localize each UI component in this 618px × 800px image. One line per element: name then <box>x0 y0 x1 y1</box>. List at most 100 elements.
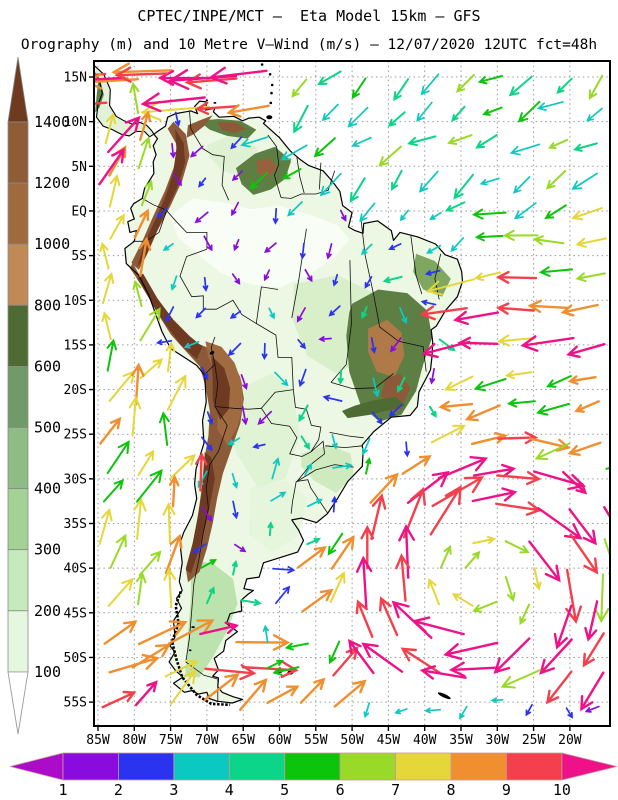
terrain-patch <box>131 121 190 270</box>
border-line <box>360 218 381 328</box>
wind-arrow <box>167 69 238 90</box>
chart-subtitle: Orography (m) and 10 Metre V–Wind (m/s) … <box>20 37 598 53</box>
wind-arrow <box>166 374 187 411</box>
wind-arrow <box>495 302 535 315</box>
terrain-patch <box>217 121 247 134</box>
wind-arrow <box>206 411 214 426</box>
wind-arrow <box>425 278 475 296</box>
lat-tick-label: 35S <box>64 517 87 532</box>
wind-arrow <box>401 455 432 475</box>
wind-arrow <box>490 697 504 704</box>
lon-tick-label: 70W <box>195 733 219 748</box>
island-antilles-4 <box>268 73 272 76</box>
wind-arrow <box>231 273 241 285</box>
wind-arrow <box>170 669 197 706</box>
border-line <box>204 336 216 375</box>
wind-arrow <box>545 670 573 705</box>
wind-arrow <box>400 647 441 674</box>
border-line <box>296 157 305 194</box>
wind-arrow <box>267 521 274 537</box>
lat-tick-label: 55S <box>64 696 87 711</box>
wind-arrow <box>165 306 175 323</box>
wind-arrow <box>477 75 503 85</box>
terrain-patch <box>170 198 350 288</box>
wind-arrow <box>457 336 499 350</box>
wind-arrow <box>304 462 312 476</box>
wind-arrow <box>275 585 291 605</box>
elevation-colorbar-segment <box>7 610 29 673</box>
wind-arrow <box>404 441 410 458</box>
wind-arrow <box>504 370 533 380</box>
wind-arrow <box>174 111 181 127</box>
wind-arrow <box>427 577 440 606</box>
wind-arrow <box>474 271 501 282</box>
wind-arrow <box>227 437 241 445</box>
wind-arrow <box>544 204 567 220</box>
wind-arrow <box>299 242 306 260</box>
wind-arrow <box>114 66 169 83</box>
wind-arrow <box>206 586 215 605</box>
wind-arrow <box>326 243 333 260</box>
wind-arrow <box>162 242 174 252</box>
wind-arrow <box>547 138 569 149</box>
wind-colorbar-segment <box>450 752 507 781</box>
wind-arrow <box>137 620 188 646</box>
wind-arrow <box>496 471 542 486</box>
elevation-colorbar-segment <box>7 121 29 184</box>
wind-arrow <box>351 77 367 100</box>
wind-arrow <box>296 307 306 323</box>
wind-arrow <box>399 306 408 325</box>
wind-arrow <box>347 106 369 128</box>
wind-arrow <box>430 424 466 444</box>
wind-arrow <box>108 653 160 674</box>
wind-arrow <box>162 502 176 545</box>
wind-arrow <box>329 571 346 603</box>
wind-arrow <box>455 74 475 93</box>
wind-arrow <box>98 147 125 186</box>
wind-arrow <box>603 506 609 518</box>
border-line <box>325 445 363 449</box>
wind-arrow <box>424 707 442 714</box>
wind-arrow <box>538 266 573 277</box>
wind-arrow <box>337 369 344 385</box>
wind-arrow <box>103 620 138 645</box>
wind-arrow <box>568 508 597 546</box>
wind-arrow <box>517 100 541 123</box>
country-borders <box>132 111 442 703</box>
wind-arrow <box>135 571 147 606</box>
wind-arrow <box>571 207 603 221</box>
elevation-scale-label: 200 <box>34 602 61 620</box>
wind-arrow <box>363 702 371 719</box>
wind-arrow <box>411 616 465 636</box>
lon-tick-label: 25W <box>522 733 546 748</box>
wind-arrow <box>451 105 466 122</box>
lon-tick-label: 50W <box>340 733 364 748</box>
wind-below-arrow <box>9 752 64 781</box>
wind-arrow <box>459 705 468 720</box>
wind-arrow <box>306 498 323 508</box>
wind-arrow <box>378 145 403 167</box>
wind-arrow <box>280 144 308 161</box>
wind-arrow <box>464 404 501 422</box>
wind-arrow <box>475 134 498 149</box>
wind-arrow <box>168 474 180 508</box>
wind-arrow <box>359 202 376 223</box>
wind-arrow <box>240 599 262 607</box>
wind-arrow <box>230 136 243 150</box>
wind-arrow <box>420 73 440 96</box>
wind-arrow <box>588 74 604 100</box>
wind-arrow <box>580 671 605 712</box>
wind-arrow <box>317 70 342 86</box>
wind-arrow <box>397 376 406 393</box>
wind-colorbar-segment <box>339 752 396 781</box>
wind-arrow <box>438 400 474 412</box>
wind-scale-label: 1 <box>58 781 67 799</box>
wind-arrow <box>448 661 500 678</box>
wind-arrow <box>439 544 452 569</box>
wind-arrow <box>407 135 437 147</box>
border-line <box>330 373 394 390</box>
wind-arrow <box>497 334 537 347</box>
wind-arrow <box>95 76 125 81</box>
wind-arrow <box>333 679 367 708</box>
wind-arrow <box>133 497 147 540</box>
